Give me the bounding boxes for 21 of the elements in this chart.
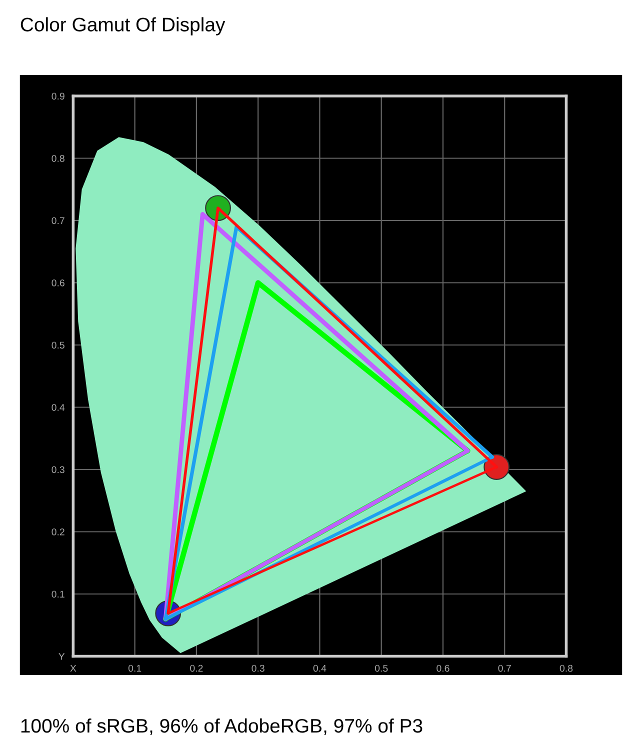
x-tick-label: 0.2 bbox=[190, 664, 203, 672]
x-tick-label: 0.8 bbox=[560, 664, 573, 672]
x-tick-label: 0.7 bbox=[498, 664, 511, 672]
x-tick-label: 0.1 bbox=[128, 664, 142, 672]
y-tick-label: 0.7 bbox=[52, 217, 64, 224]
y-tick-label: 0.5 bbox=[52, 342, 64, 349]
x-tick-label: 0.3 bbox=[252, 664, 264, 672]
y-tick-label: Y bbox=[58, 653, 65, 660]
y-tick-label: 0.8 bbox=[52, 154, 64, 162]
y-tick-label: 0.1 bbox=[52, 590, 64, 598]
x-tick-label: 0.5 bbox=[374, 664, 388, 672]
chart-title: Color Gamut Of Display bbox=[20, 17, 226, 36]
y-tick-label: 0.9 bbox=[52, 92, 64, 100]
x-tick-label: X bbox=[70, 664, 76, 672]
x-tick-label: 0.6 bbox=[436, 664, 450, 672]
y-tick-label: 0.4 bbox=[52, 404, 65, 411]
x-tick-label: 0.4 bbox=[313, 664, 326, 672]
y-tick-label: 0.3 bbox=[52, 466, 64, 474]
text: 100% of sRGB, 96% of AdobeRGB, 97% of P3 bbox=[21, 718, 422, 736]
y-tick-label: 0.2 bbox=[52, 528, 64, 536]
y-tick-label: 0.6 bbox=[52, 279, 64, 286]
